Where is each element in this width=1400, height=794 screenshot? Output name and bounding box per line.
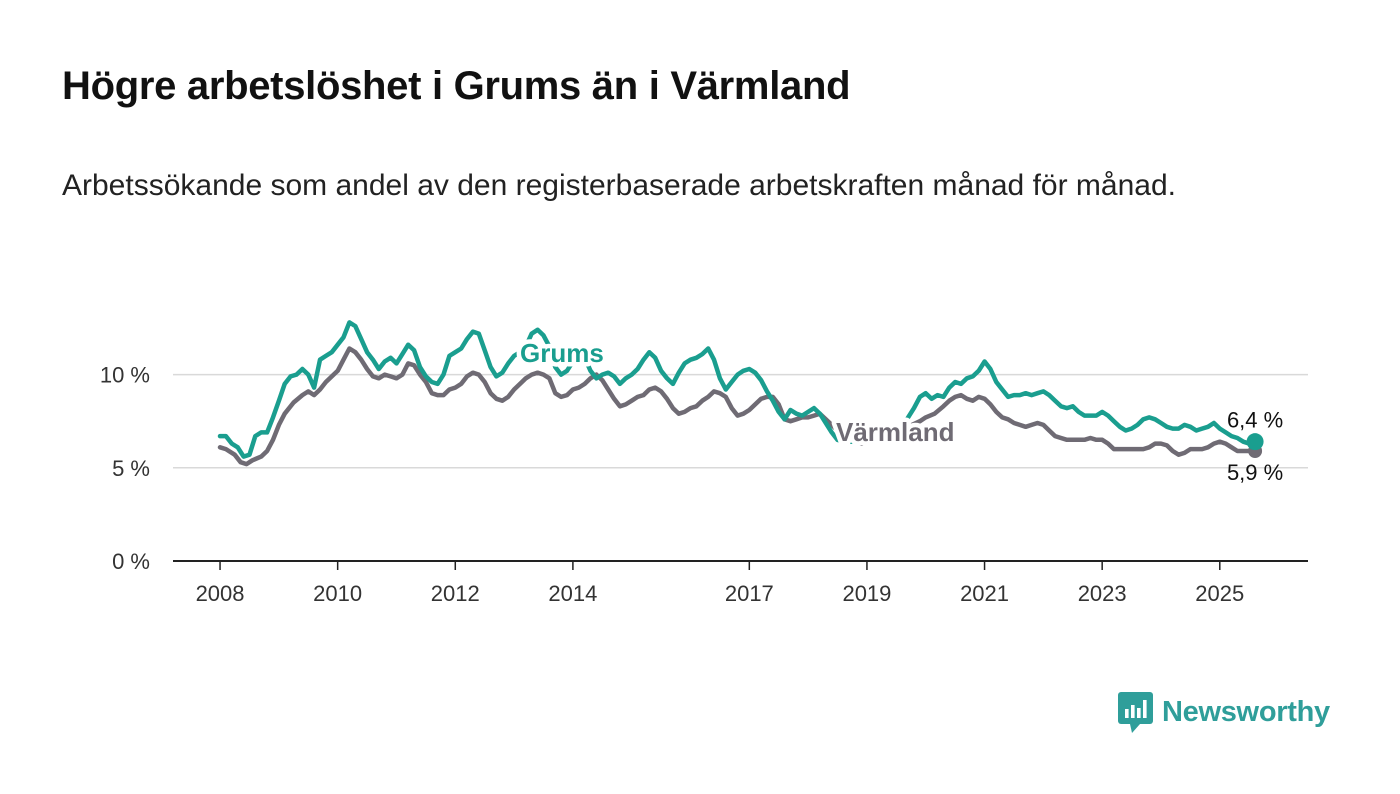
x-tick-label: 2019 <box>842 581 891 606</box>
x-tick-label: 2012 <box>431 581 480 606</box>
chart-subtitle: Arbetssökande som andel av den registerb… <box>62 169 1176 202</box>
x-tick-label: 2023 <box>1078 581 1127 606</box>
y-tick-label: 10 % <box>100 363 150 388</box>
brand-name: Newsworthy <box>1162 695 1330 728</box>
end-marker-grums <box>1246 433 1264 451</box>
end-value-label-grums: 6,4 % <box>1227 408 1283 433</box>
series-label-grums: Grums <box>520 338 604 368</box>
newsworthy-logo[interactable]: Newsworthy <box>1118 690 1330 734</box>
end-value-label-varmland: 5,9 % <box>1227 460 1283 485</box>
chart-title: Högre arbetslöshet i Grums än i Värmland <box>62 64 851 108</box>
x-tick-label: 2021 <box>960 581 1009 606</box>
y-tick-label: 0 % <box>112 549 150 574</box>
grid-lines <box>173 373 1308 469</box>
series-line-grums <box>217 320 1258 459</box>
x-tick-label: 2014 <box>548 581 597 606</box>
series-lines <box>217 320 1258 467</box>
series-line-vrmland <box>217 346 1258 467</box>
series-label-varmland: Värmland <box>836 417 955 447</box>
line-chart: 0 % 5 % 10 % 2008 2010 2012 2014 2017 2019 2021 20… <box>100 320 1308 606</box>
x-tick-label: 2017 <box>725 581 774 606</box>
y-tick-label: 5 % <box>112 456 150 481</box>
newsworthy-logo-icon <box>1118 692 1153 733</box>
axes: 0 % 5 % 10 % 2008 2010 2012 2014 2017 2019 2021 20… <box>100 363 1308 606</box>
x-tick-label: 2025 <box>1195 581 1244 606</box>
series-labels: 6,4 % 5,9 % Grums Värmland <box>516 334 1284 486</box>
x-tick-label: 2008 <box>196 581 245 606</box>
x-tick-label: 2010 <box>313 581 362 606</box>
